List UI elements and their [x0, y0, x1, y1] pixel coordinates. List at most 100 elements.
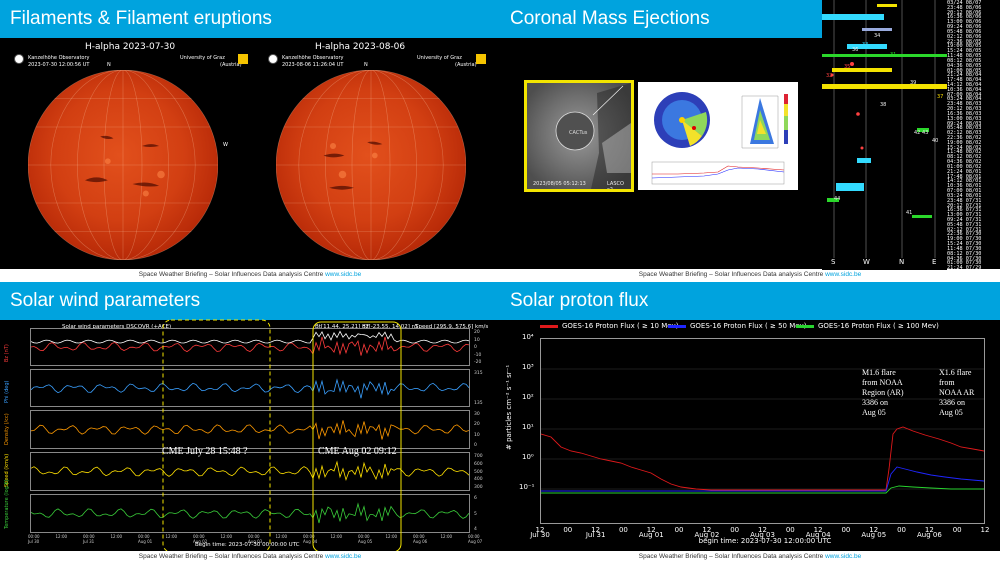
proton-ylabel: # particles cm⁻² s⁻¹ sr⁻¹ [505, 364, 513, 450]
annot-x16: X1.6 flare from NOAA AR 3386 on Aug 05 [939, 368, 975, 417]
sw-trace-line [30, 460, 470, 482]
proton-xtick-hour: 12 [702, 526, 712, 534]
cactus-date-label: 19:00 07/30 [947, 236, 982, 243]
cactus-date-label: 23:48 08/03 [947, 101, 982, 108]
cactus-date-label: 03/24 08/07 [947, 0, 982, 6]
legend-100mev: GOES-16 Proton Flux ( ≥ 100 Mev) [796, 322, 939, 330]
sidc-link[interactable]: www.sidc.be [325, 271, 362, 278]
kanzelhoehe-logo-left [14, 54, 24, 64]
cactus-date-label: 14:12 08/01 [947, 178, 982, 185]
solar-wind-panel: Solar wind parameters Solar wind paramet… [0, 282, 500, 563]
sw-tick-label: 600 [474, 461, 483, 467]
proton-xtick-hour: 00 [563, 526, 573, 534]
proton-begin-time: begin time: 2023-07-30 12:00:00 UTC [698, 537, 832, 545]
cactus-date-label: 15:24 08/02 [947, 144, 982, 151]
country-right: (Austria) [455, 62, 477, 68]
cactus-date-label: 08:12 07/30 [947, 250, 982, 257]
sw-trace-line [30, 502, 470, 524]
proton-xtick-hour: 00 [897, 526, 907, 534]
sw-tick-label: 700 [474, 454, 483, 459]
sidc-link[interactable]: www.sidc.be [825, 271, 862, 278]
dir-s: S [831, 258, 836, 266]
sw-highlight-overlay [162, 319, 402, 553]
cactus-date-label: 05:48 07/31 [947, 221, 982, 228]
proton-xtick-date: Jul 30 [530, 531, 550, 539]
cactus-date-label: 03:24 08/01 [947, 192, 982, 199]
event-label-38: 38 [880, 102, 887, 108]
proton-grid [541, 368, 984, 490]
sw-xtick-label: 12:00 [165, 534, 178, 539]
cactus-date-label: 20:12 08/06 [947, 9, 982, 16]
sw-tick-label: 0 [474, 443, 477, 448]
sw-trace-line [30, 336, 470, 356]
cactus-date-label: 21:24 08/01 [947, 168, 982, 175]
event-label-34: 34 [874, 33, 881, 39]
sw-tick-label: 30 [474, 412, 480, 417]
proton-xtick-hour: 00 [952, 526, 962, 534]
sw-tick-label: 0 [474, 345, 477, 350]
cactus-date-label: 04:36 07/30 [947, 255, 982, 262]
sw-tick-label: 4 [474, 527, 477, 532]
proton-xtick-date: Jul 31 [585, 531, 606, 539]
sw-tick-label: 10 [474, 337, 480, 343]
proton-xtick-date: Aug 02 [694, 531, 720, 539]
country-left: (Austria) [220, 62, 242, 68]
occulter-label: CACTus [569, 130, 588, 136]
cme-model-image [638, 82, 798, 190]
proton-xtick-date: Aug 04 [805, 531, 831, 539]
sw-tick-label: -20 [474, 360, 482, 365]
yt-1e4: 10⁴ [522, 333, 534, 341]
legend-swatch-50mev [668, 324, 686, 328]
cactus-date-label: 01:00 07/30 [947, 260, 982, 267]
filaments-title: Filaments & Filament eruptions [0, 0, 500, 38]
proton-xtick-date: Aug 01 [638, 531, 664, 539]
lasco-c2-image: CACTus 2023/08/05 05:12:13 LASCO c2 [524, 80, 634, 192]
proton-xtick-hour: 12 [535, 526, 545, 534]
sidc-link[interactable]: www.sidc.be [825, 553, 862, 560]
proton-xtick-hour: 00 [674, 526, 684, 534]
sw-xtick-label: 12:00 [275, 534, 288, 539]
sw-subplot-trace [30, 378, 470, 399]
cactus-date-label: 04:36 08/05 [947, 62, 982, 69]
cactus-date-label: 19:00 08/05 [947, 43, 982, 50]
cactus-date-label: 20:12 07/31 [947, 202, 982, 209]
proton-xtick-date: Aug 03 [750, 531, 775, 539]
sun-disk-left [28, 70, 218, 260]
sw-plot-title: Solar wind parameters DSCOVR (+ACE) [62, 324, 172, 330]
proton-xtick-date: Aug 06 [916, 531, 942, 539]
cactus-date-label: 22:36 08/05 [947, 38, 982, 45]
cactus-date-label: 02:12 07/31 [947, 226, 982, 233]
cactus-date-label: 17:48 08/04 [947, 77, 982, 84]
sw-xtick-label: 00:00 Aug 01 [138, 534, 153, 544]
sun-grid-right [276, 70, 466, 260]
cactus-date-label: 10:36 08/04 [947, 86, 982, 93]
cactus-date-label: 02:12 08/06 [947, 33, 982, 40]
timestamp-left: 2023-07-30 12:00:56 UT [28, 62, 90, 68]
proton-xtick-hour: 00 [730, 526, 740, 534]
event-label-42: 42 [914, 130, 921, 136]
event-label-36: 36 [852, 47, 859, 53]
halpha-left-title: H-alpha 2023-07-30 [85, 42, 176, 52]
proton-xtick-hour: 00 [785, 526, 795, 534]
proton-xtick-hour: 12 [869, 526, 879, 534]
cactus-date-label: 11:48 07/30 [947, 245, 982, 252]
sw-xtick-label: 00:00 Aug 04 [303, 534, 318, 544]
cactus-date-label: 02:12 08/03 [947, 130, 982, 137]
kanzelhoehe-logo-right [268, 54, 278, 64]
proton-flux-chart [540, 368, 985, 494]
timestamp-right: 2023-08-06 11:26:04 UT [282, 62, 344, 68]
sw-subplot-trace [30, 460, 470, 482]
cactus-date-axis: 03/24 08/07 23:48 08/06 20:12 08/06 16:36 0… [945, 0, 1000, 271]
footer-q4: Space Weather Briefing – Solar Influence… [500, 551, 1000, 563]
cactus-date-label: 15:24 07/30 [947, 241, 982, 248]
graz-logo-left [238, 54, 248, 64]
sw-tick-label: 315 [474, 371, 483, 376]
sw-subplot [30, 328, 470, 366]
sw-subplot [30, 494, 470, 533]
cactus-date-label: 16:36 08/03 [947, 110, 982, 117]
cactus-date-label: 01:00 08/05 [947, 67, 982, 74]
event-label-31: 31 [890, 52, 897, 58]
sidc-link[interactable]: www.sidc.be [325, 553, 362, 560]
sw-readout-bt: Bt[11.44, 25.21] nT [315, 324, 369, 330]
cactus-date-label: 10:36 08/01 [947, 183, 982, 190]
